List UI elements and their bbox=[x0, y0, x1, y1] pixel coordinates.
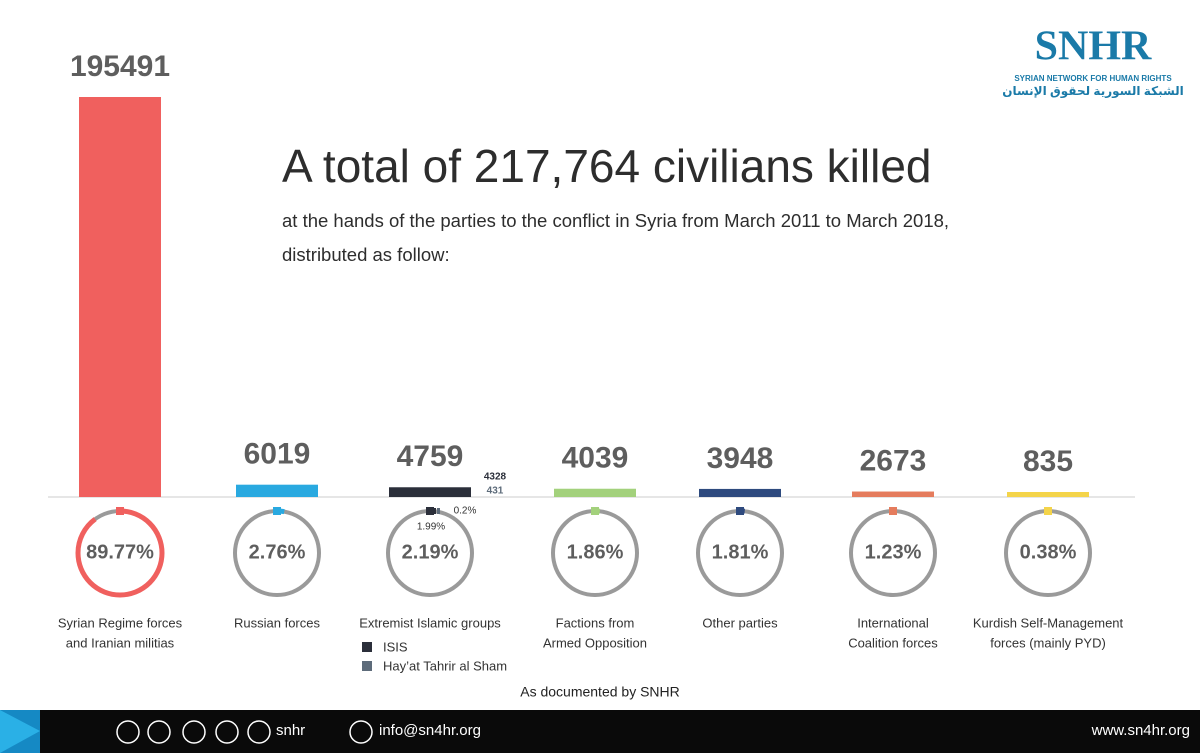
logo-name: SNHR bbox=[1035, 24, 1152, 70]
category-label: forces (mainly PYD) bbox=[990, 635, 1106, 650]
legend-swatch bbox=[362, 642, 372, 652]
share-label: 89.77% bbox=[86, 541, 154, 563]
bar bbox=[699, 488, 781, 497]
category-label: Coalition forces bbox=[848, 635, 938, 650]
breakdown-value: 4328 bbox=[484, 472, 507, 483]
category-label: Armed Opposition bbox=[543, 635, 647, 650]
footer-website[interactable]: www.sn4hr.org bbox=[1091, 722, 1190, 739]
source: As documented by SNHR bbox=[520, 684, 680, 700]
logo-english: SYRIAN NETWORK FOR HUMAN RIGHTS bbox=[1014, 74, 1172, 83]
category-label: and Iranian militias bbox=[66, 635, 175, 650]
legend-swatch bbox=[362, 661, 372, 671]
breakdown-share: 0.2% bbox=[454, 506, 477, 517]
share-marker bbox=[273, 507, 281, 515]
value-label: 835 bbox=[1023, 445, 1073, 478]
category-label: Syrian Regime forces bbox=[58, 615, 183, 630]
share-marker bbox=[1044, 507, 1052, 515]
value-label: 4759 bbox=[397, 440, 464, 473]
subtitle: distributed as follow: bbox=[282, 244, 450, 265]
share-marker bbox=[591, 507, 599, 515]
category-label: Russian forces bbox=[234, 615, 320, 630]
value-label: 2673 bbox=[860, 444, 927, 477]
category-label: Other parties bbox=[702, 615, 778, 630]
logo-arabic: الشبكة السورية لحقوق الإنسان bbox=[1002, 84, 1184, 99]
share-marker bbox=[889, 507, 897, 515]
bar bbox=[389, 487, 471, 497]
footer-email[interactable]: info@sn4hr.org bbox=[379, 722, 481, 739]
category-label: Extremist Islamic groups bbox=[359, 615, 501, 630]
bar bbox=[554, 488, 636, 497]
value-label: 195491 bbox=[70, 50, 170, 83]
footer-decoration bbox=[0, 710, 40, 753]
share-label: 0.38% bbox=[1020, 541, 1077, 563]
legend-label: ISIS bbox=[383, 639, 408, 654]
value-label: 3948 bbox=[707, 442, 774, 475]
footer-handle: snhr bbox=[276, 722, 305, 739]
bar bbox=[1007, 492, 1089, 497]
share-label: 2.76% bbox=[249, 541, 306, 563]
value-label: 4039 bbox=[562, 442, 629, 475]
share-label: 1.23% bbox=[865, 541, 922, 563]
bar bbox=[79, 97, 161, 497]
breakdown-share: 1.99% bbox=[417, 522, 445, 533]
share-marker bbox=[736, 507, 744, 515]
breakdown-marker bbox=[430, 508, 436, 514]
category-label: Kurdish Self-Management bbox=[973, 615, 1124, 630]
footer bbox=[0, 710, 1200, 753]
share-label: 1.81% bbox=[712, 541, 769, 563]
breakdown-marker bbox=[437, 508, 440, 514]
social-icons bbox=[116, 720, 373, 744]
bar bbox=[852, 491, 934, 497]
value-label: 6019 bbox=[244, 438, 311, 471]
share-label: 2.19% bbox=[402, 541, 459, 563]
share-label: 1.86% bbox=[567, 541, 624, 563]
chart-title: A total of 217,764 civilians killed bbox=[282, 140, 932, 192]
bar bbox=[236, 484, 318, 497]
category-label: International bbox=[857, 615, 929, 630]
share-marker bbox=[116, 507, 124, 515]
category-label: Factions from bbox=[556, 615, 635, 630]
legend-label: Hay’at Tahrir al Sham bbox=[383, 658, 507, 673]
breakdown-value: 431 bbox=[487, 486, 504, 497]
subtitle: at the hands of the parties to the confl… bbox=[282, 210, 949, 231]
